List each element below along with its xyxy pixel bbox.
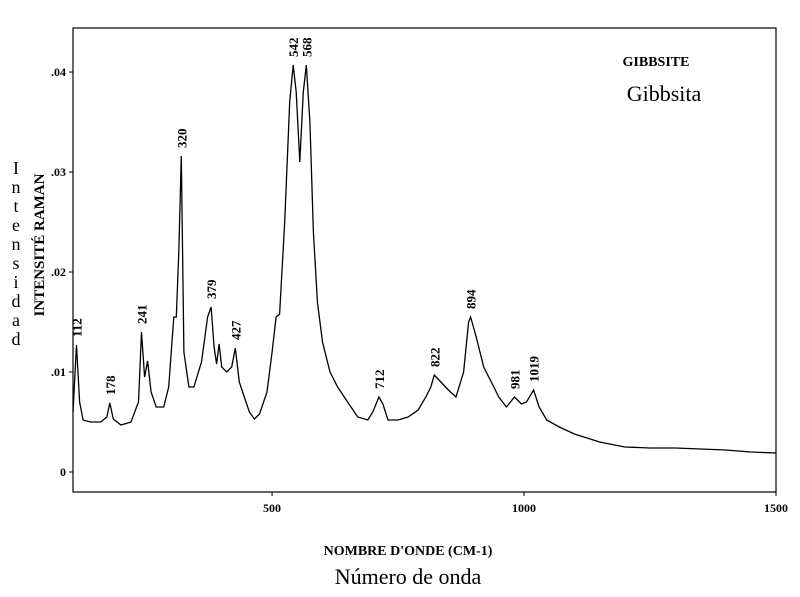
peak-label: 379: [204, 279, 219, 299]
peak-label: 178: [103, 375, 118, 395]
peak-label: 712: [372, 370, 387, 390]
peak-label: 241: [135, 305, 150, 325]
peak-label: 568: [299, 37, 314, 57]
y-tick-label: .02: [51, 265, 66, 279]
y-tick-label: .03: [51, 165, 66, 179]
y-axis-label-secondary: Intensidad: [6, 158, 26, 348]
chart-subtitle: Gibbsita: [627, 81, 702, 106]
y-tick-label: .04: [51, 65, 66, 79]
peak-label: 822: [427, 348, 442, 368]
spectrum-line: [72, 64, 777, 454]
y-tick-label: .01: [51, 365, 66, 379]
x-tick-label: 1000: [512, 501, 536, 515]
peak-label: 542: [286, 38, 301, 58]
x-axis-label: NOMBRE D'ONDE (CM-1): [324, 544, 493, 559]
plot-frame: [72, 27, 777, 493]
peak-label: 320: [174, 129, 189, 149]
peak-label: 427: [228, 320, 243, 340]
x-tick-label: 1500: [764, 501, 788, 515]
y-tick-label: 0: [60, 465, 66, 479]
x-tick-label: 500: [263, 501, 281, 515]
peak-label: 112: [70, 318, 85, 337]
x-axis-label-secondary: Número de onda: [335, 564, 482, 589]
chart-title: GIBBSITE: [623, 55, 690, 70]
y-axis-label: INTENSITÉ RAMAN: [31, 173, 48, 316]
peak-label: 894: [464, 289, 479, 309]
peak-label: 1019: [527, 356, 542, 383]
peak-label: 981: [507, 370, 522, 390]
